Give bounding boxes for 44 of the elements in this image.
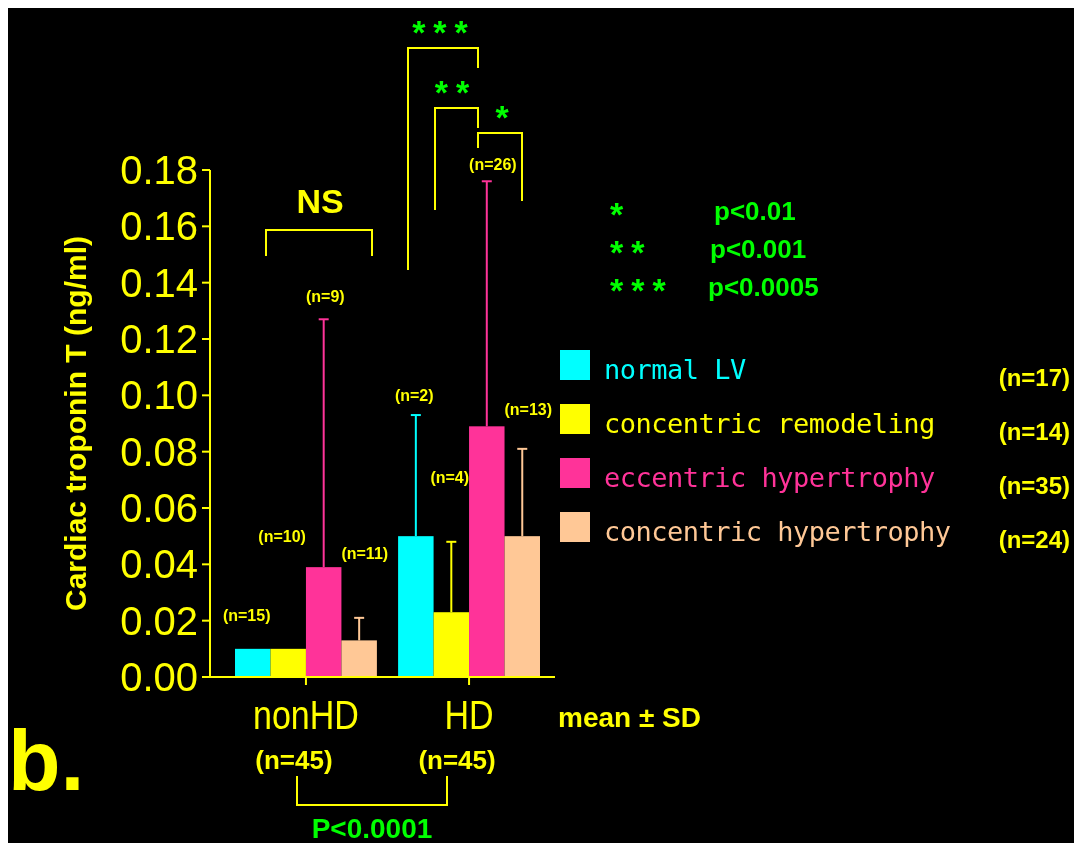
- text: p<0.01: [714, 196, 796, 226]
- legend-label: concentric remodeling: [604, 408, 935, 440]
- text: p<0.001: [710, 234, 807, 264]
- y-tick-label: 0.14: [120, 260, 198, 305]
- text: (n=24): [998, 526, 1070, 553]
- y-tick-label: 0.02: [120, 598, 198, 643]
- bar: [235, 648, 271, 677]
- y-tick-label: 0.12: [120, 317, 198, 361]
- text: ***: [412, 13, 476, 51]
- legend-label: concentric hypertrophy: [604, 516, 951, 548]
- text: mean ± SD: [558, 702, 701, 733]
- legend-label: normal LV: [604, 354, 747, 386]
- y-tick-label: 0.00: [120, 655, 198, 699]
- text: (n=45): [418, 745, 496, 775]
- text: (n=14): [998, 418, 1070, 445]
- text: p<0.0005: [708, 272, 819, 302]
- text: ***: [610, 271, 674, 309]
- text: (n=35): [998, 472, 1070, 499]
- text: P<0.0001: [311, 813, 433, 843]
- y-axis-title: Cardiac troponin T (ng/ml): [59, 236, 92, 611]
- annotation: (n=11): [341, 545, 389, 562]
- text: b.: [8, 712, 85, 808]
- text: (n=45): [255, 745, 333, 775]
- annotation: (n=15): [222, 607, 271, 624]
- annotation: (n=26): [469, 156, 517, 173]
- text: *: [610, 195, 632, 233]
- y-tick-label: 0.18: [120, 148, 198, 192]
- y-tick-label: 0.08: [120, 429, 198, 474]
- annotation: (n=9): [305, 288, 345, 305]
- annotation: (n=4): [430, 469, 470, 486]
- x-tick-label: nonHD: [253, 692, 359, 738]
- annotation: (n=2): [394, 387, 434, 404]
- annotation: (n=10): [258, 528, 306, 545]
- text: (n=17): [998, 364, 1070, 391]
- annotation: (n=13): [504, 401, 553, 418]
- y-tick-label: 0.10: [120, 373, 198, 418]
- annotation: NS: [296, 182, 344, 220]
- y-tick-label: 0.16: [120, 204, 198, 249]
- text: **: [610, 233, 653, 271]
- x-tick-label: HD: [444, 692, 494, 738]
- y-tick-label: 0.06: [120, 486, 198, 530]
- text: ***: [434, 73, 510, 136]
- y-tick-label: 0.04: [120, 542, 198, 587]
- legend-label: eccentric hypertrophy: [604, 462, 936, 494]
